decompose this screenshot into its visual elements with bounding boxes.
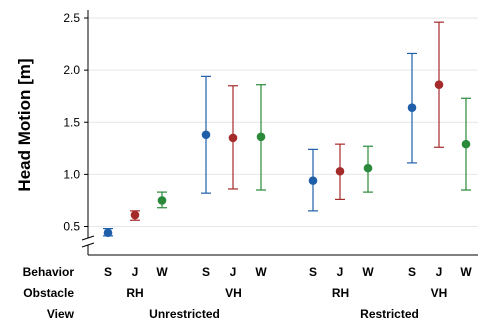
mean-point [157,196,167,205]
behavior-label: W [362,265,374,279]
obstacle-label: RH [126,286,143,300]
mean-point [130,210,140,220]
behavior-label: J [337,265,344,279]
interval-restricted-rh-s [308,148,318,212]
behavior-label: W [460,265,472,279]
behavior-label: J [132,265,139,279]
axis-break-marks [81,235,95,248]
y-tick-label: 0.5 [63,220,80,234]
row-label-behavior: Behavior [23,265,75,279]
mean-point [461,139,471,149]
interval-restricted-vh-j [434,21,444,148]
mean-point [434,80,444,90]
behavior-label: W [156,265,168,279]
obstacle-label: VH [225,286,242,300]
interval-restricted-rh-j [335,143,345,200]
view-label: Unrestricted [149,307,220,321]
mean-point [335,166,345,176]
mean-point [103,228,113,238]
interval-restricted-vh-s [407,52,417,164]
interval-unrestricted-rh-j [130,210,140,221]
behavior-label: S [104,265,112,279]
y-axis-label: Head Motion [m] [15,58,34,191]
y-tick-label: 1.5 [63,115,80,129]
mean-point [308,176,318,185]
row-label-obstacle: Obstacle [23,286,74,300]
interval-unrestricted-vh-s [201,75,211,194]
mean-point [363,163,373,173]
mean-point [228,133,238,143]
mean-point [256,132,266,142]
y-tick-label: 2.5 [63,11,80,25]
behavior-label: W [255,265,267,279]
interval-unrestricted-vh-j [228,85,238,190]
behavior-label: S [408,265,416,279]
interval-unrestricted-rh-w [157,191,167,209]
interval-unrestricted-vh-w [256,84,266,191]
behavior-label: S [202,265,210,279]
mean-point [201,130,211,140]
behavior-label: J [436,265,443,279]
interval-restricted-vh-w [461,97,471,191]
interval-restricted-rh-w [363,145,373,193]
obstacle-label: RH [332,286,349,300]
behavior-label: J [230,265,237,279]
interval-unrestricted-rh-s [103,227,113,238]
y-tick-label: 2.0 [63,63,80,77]
row-label-view: View [47,307,75,321]
behavior-label: S [309,265,317,279]
y-tick-label: 1.0 [63,167,80,181]
obstacle-label: VH [431,286,448,300]
view-label: Restricted [360,307,419,321]
mean-point [407,103,417,112]
